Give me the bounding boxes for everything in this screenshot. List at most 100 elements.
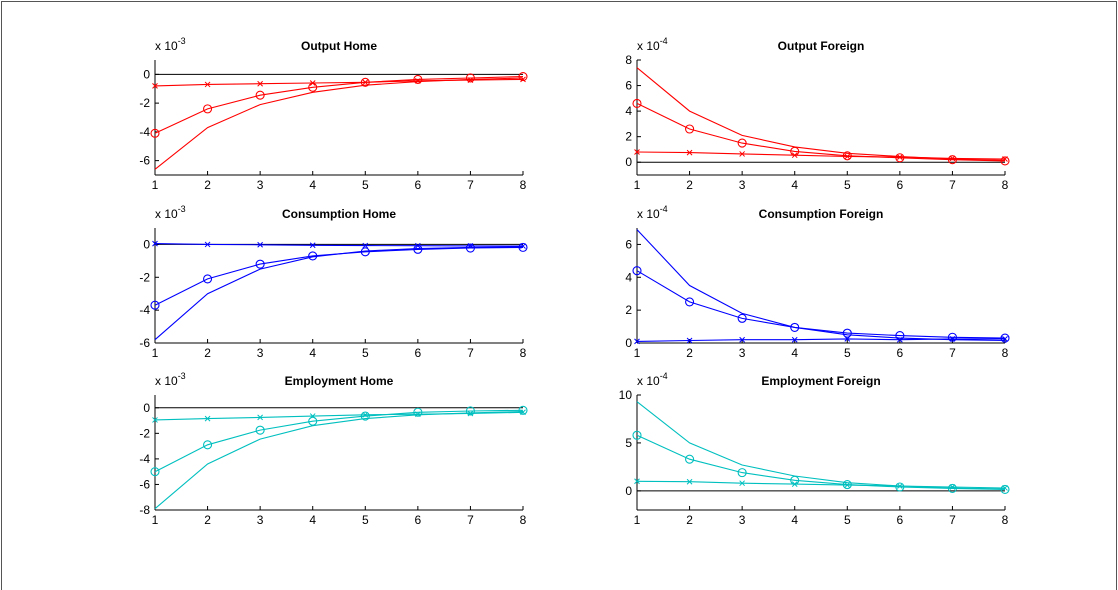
- data-point-circle: [737, 468, 747, 478]
- y-tick-label: 0: [625, 155, 632, 169]
- y-tick-label: 10: [619, 388, 633, 402]
- x-tick-label: 4: [309, 346, 316, 360]
- data-point-x: [844, 153, 851, 160]
- chart-title: Output Home: [301, 39, 377, 53]
- data-point-circle: [790, 322, 800, 332]
- x-tick-label: 4: [309, 178, 316, 192]
- data-point-x: [152, 83, 158, 89]
- axis-exponent-label: x 10-4: [637, 371, 668, 388]
- data-point-circle: [895, 331, 905, 341]
- x-tick-label: 1: [634, 346, 641, 360]
- chart-title: Employment Home: [285, 374, 394, 388]
- data-point-circle: [1000, 484, 1010, 494]
- y-tick-label: 6: [625, 79, 632, 93]
- y-tick-label: -6: [139, 154, 150, 168]
- y-tick-label: 2: [625, 130, 632, 144]
- x-tick-label: 7: [949, 513, 956, 527]
- y-tick-label: -4: [139, 303, 150, 317]
- y-tick-label: 8: [625, 53, 632, 67]
- x-tick-label: 8: [1002, 513, 1009, 527]
- y-tick-label: -8: [139, 503, 150, 517]
- data-point-circle: [413, 74, 423, 84]
- data-point-x: [634, 149, 640, 155]
- data-point-circle: [465, 243, 475, 253]
- series-line-2: [154, 75, 524, 134]
- data-point-circle: [518, 71, 528, 82]
- series-line-3: [154, 411, 524, 510]
- data-point-circle: [632, 98, 642, 108]
- series-line-3: [636, 67, 1006, 161]
- x-tick-label: 6: [415, 178, 422, 192]
- x-tick-label: 6: [415, 346, 422, 360]
- data-point-circle: [465, 406, 475, 416]
- chart-title: Employment Foreign: [761, 374, 880, 388]
- x-tick-label: 6: [415, 513, 422, 527]
- x-tick-label: 2: [204, 513, 211, 527]
- data-point-x: [309, 242, 316, 249]
- data-point-circle: [465, 73, 475, 83]
- data-point-circle: [255, 259, 265, 269]
- x-tick-label: 7: [949, 346, 956, 360]
- axis-exponent-label: x 10-4: [637, 204, 668, 221]
- data-point-circle: [360, 411, 370, 421]
- data-point-circle: [737, 138, 747, 148]
- y-tick-label: -6: [139, 336, 150, 350]
- x-tick-label: 8: [520, 346, 527, 360]
- y-tick-label: -4: [139, 452, 150, 466]
- x-tick-label: 5: [362, 513, 369, 527]
- y-tick-label: 6: [625, 237, 632, 251]
- data-point-circle: [895, 153, 905, 163]
- y-tick-label: 0: [625, 484, 632, 498]
- data-point-circle: [1000, 156, 1010, 166]
- data-point-circle: [632, 266, 642, 276]
- data-point-circle: [685, 297, 695, 307]
- x-tick-label: 3: [739, 346, 746, 360]
- axis-exponent-label: x 10-4: [637, 36, 668, 53]
- x-tick-label: 7: [467, 346, 474, 360]
- data-point-x: [791, 336, 798, 343]
- axis-exponent-label: x 10-3: [155, 36, 186, 53]
- data-point-circle: [203, 104, 213, 114]
- series-line-1: [636, 480, 1006, 489]
- x-tick-label: 2: [686, 513, 693, 527]
- series-line-2: [636, 270, 1006, 339]
- data-point-circle: [1000, 333, 1010, 343]
- x-tick-label: 3: [739, 178, 746, 192]
- chart-panel-2: Output Foreign x 10-4 1 2 3 4 5 6 7 8 0 2 4 6 8: [625, 36, 1010, 192]
- data-point-circle: [255, 425, 265, 435]
- y-tick-label: -2: [139, 96, 150, 110]
- data-point-circle: [947, 155, 957, 165]
- x-tick-label: 3: [257, 178, 264, 192]
- data-point-circle: [895, 482, 905, 492]
- x-tick-label: 2: [686, 346, 693, 360]
- x-tick-label: 2: [204, 178, 211, 192]
- series-line-3: [154, 77, 524, 170]
- data-point-x: [686, 478, 693, 485]
- x-tick-label: 2: [204, 346, 211, 360]
- x-tick-label: 3: [739, 513, 746, 527]
- x-tick-label: 4: [791, 513, 798, 527]
- data-point-circle: [360, 77, 370, 87]
- data-point-circle: [632, 430, 642, 440]
- data-point-circle: [150, 128, 160, 138]
- data-point-x: [739, 151, 745, 157]
- series-line-3: [636, 229, 1006, 342]
- chart-title: Consumption Foreign: [759, 207, 884, 221]
- data-point-circle: [255, 90, 265, 100]
- data-point-x: [686, 149, 693, 156]
- data-point-circle: [842, 328, 852, 338]
- y-tick-label: -2: [139, 270, 150, 284]
- x-tick-label: 7: [467, 513, 474, 527]
- data-point-circle: [413, 407, 423, 417]
- axis-exponent-label: x 10-3: [155, 204, 186, 221]
- y-tick-label: 0: [143, 237, 150, 251]
- x-tick-label: 6: [897, 178, 904, 192]
- data-point-x: [362, 242, 369, 249]
- x-tick-label: 2: [686, 178, 693, 192]
- data-point-x: [634, 338, 640, 345]
- data-point-x: [257, 241, 263, 248]
- chart-title: Output Foreign: [778, 39, 865, 53]
- x-tick-label: 3: [257, 513, 264, 527]
- data-point-x: [204, 81, 211, 88]
